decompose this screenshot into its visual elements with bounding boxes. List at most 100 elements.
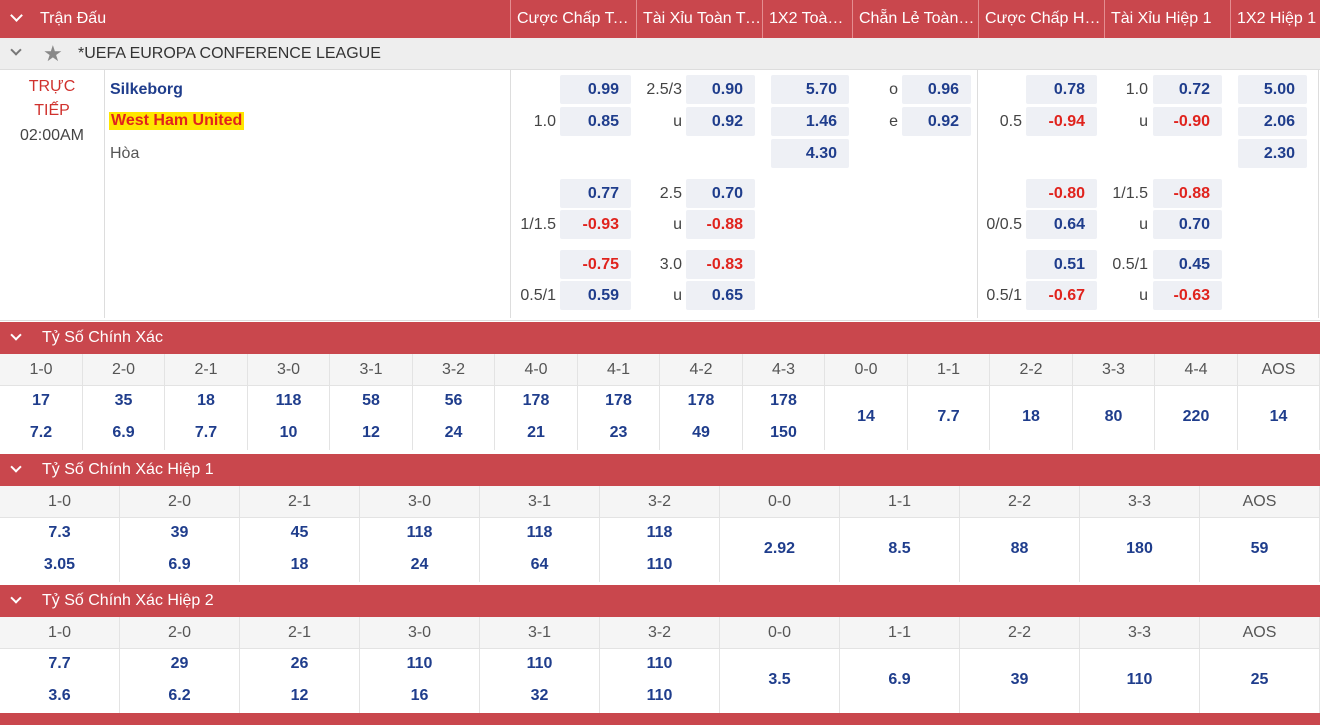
score-odds-cell[interactable]: 118 110: [600, 518, 720, 582]
score-odd[interactable]: 8.5: [888, 540, 911, 557]
score-odds-cell[interactable]: 7.3 3.05: [0, 518, 120, 582]
score-odd-home[interactable]: 110: [646, 655, 673, 672]
score-odd[interactable]: 59: [1250, 540, 1269, 557]
score-odd-home[interactable]: 118: [646, 524, 673, 541]
score-odd-home[interactable]: 58: [362, 392, 380, 409]
score-odd[interactable]: 25: [1250, 671, 1269, 688]
score-odd[interactable]: 14: [1269, 408, 1288, 425]
ou-odd-under[interactable]: -0.88: [686, 210, 755, 239]
ou-odd-under[interactable]: 0.65: [686, 281, 755, 310]
score-odd-home[interactable]: 178: [687, 392, 715, 409]
score-odd-home[interactable]: 178: [770, 392, 797, 409]
score-odd[interactable]: 3.5: [768, 671, 791, 688]
score-odds-cell[interactable]: 80: [1073, 386, 1155, 450]
h1-hdp-odd-away[interactable]: -0.67: [1026, 281, 1097, 310]
score-odd-home[interactable]: 110: [526, 655, 553, 672]
score-odds-cell[interactable]: 17 7.2: [0, 386, 83, 450]
h1-ou-odd-under[interactable]: 0.70: [1153, 210, 1222, 239]
score-odds-cell[interactable]: 29 6.2: [120, 649, 240, 713]
score-odds-cell[interactable]: 7.7 3.6: [0, 649, 120, 713]
chevron-down-icon[interactable]: [10, 44, 22, 56]
score-odds-cell[interactable]: 7.7: [908, 386, 990, 450]
score-odd-home[interactable]: 118: [275, 392, 302, 409]
h1-hdp-odd-home[interactable]: 0.78: [1026, 75, 1097, 104]
score-odds-cell[interactable]: 14: [825, 386, 908, 450]
score-odd-away[interactable]: 24: [410, 556, 429, 573]
score-odd[interactable]: 80: [1104, 408, 1123, 425]
score-odds-cell[interactable]: 118 64: [480, 518, 600, 582]
league-row[interactable]: ★ *UEFA EUROPA CONFERENCE LEAGUE: [0, 38, 1320, 70]
score-odds-cell[interactable]: 8.5: [840, 518, 960, 582]
header-col-h1-ou[interactable]: Tài Xỉu Hiệp 1: [1104, 0, 1230, 38]
score-odd[interactable]: 88: [1010, 540, 1029, 557]
hdp-odd-home[interactable]: 0.77: [560, 179, 631, 208]
score-odd-away[interactable]: 6.9: [112, 424, 135, 441]
ou-odd-over[interactable]: 0.70: [686, 179, 755, 208]
section-header[interactable]: Tỷ Số Chính Xác: [0, 322, 1320, 354]
score-odds-cell[interactable]: 58 12: [330, 386, 413, 450]
score-odd-home[interactable]: 118: [406, 524, 433, 541]
score-odd[interactable]: 2.92: [763, 540, 796, 557]
oe-odd-odd[interactable]: 0.96: [902, 75, 971, 104]
score-odds-cell[interactable]: 180: [1080, 518, 1200, 582]
h1-ou-odd-over[interactable]: -0.88: [1153, 179, 1222, 208]
ou-odd-over[interactable]: -0.83: [686, 250, 755, 279]
score-odds-cell[interactable]: 18 7.7: [165, 386, 248, 450]
score-odd[interactable]: 7.7: [937, 408, 960, 425]
score-odd-home[interactable]: 118: [526, 524, 553, 541]
score-odd-home[interactable]: 45: [290, 524, 309, 541]
score-odd[interactable]: 180: [1126, 540, 1153, 557]
oe-odd-even[interactable]: 0.92: [902, 107, 971, 136]
score-odd-home[interactable]: 7.3: [48, 524, 71, 541]
score-odds-cell[interactable]: 110 110: [600, 649, 720, 713]
score-odds-cell[interactable]: 178 49: [660, 386, 743, 450]
score-odds-cell[interactable]: 118 24: [360, 518, 480, 582]
score-odds-cell[interactable]: 110 16: [360, 649, 480, 713]
score-odd-home[interactable]: 110: [406, 655, 433, 672]
score-odds-cell[interactable]: 45 18: [240, 518, 360, 582]
h1-hdp-odd-away[interactable]: 0.64: [1026, 210, 1097, 239]
score-odds-cell[interactable]: 178 21: [495, 386, 578, 450]
score-odd-away[interactable]: 49: [692, 424, 710, 441]
score-odds-cell[interactable]: 178 23: [578, 386, 660, 450]
score-odd-away[interactable]: 110: [646, 556, 673, 573]
score-odd-home[interactable]: 178: [605, 392, 632, 409]
section-header[interactable]: Tỷ Số Chính Xác Hiệp 1: [0, 454, 1320, 486]
score-odds-cell[interactable]: 18: [990, 386, 1073, 450]
h1-x12-odd-home[interactable]: 5.00: [1238, 75, 1307, 104]
header-col-hdp[interactable]: Cược Chấp Toàn Trận: [510, 0, 636, 38]
score-odds-cell[interactable]: 56 24: [413, 386, 495, 450]
score-odd-away[interactable]: 7.7: [194, 424, 218, 441]
score-odd-away[interactable]: 12: [290, 687, 309, 704]
next-section-bar[interactable]: [0, 713, 1320, 725]
star-icon[interactable]: ★: [43, 41, 63, 66]
score-odd-away[interactable]: 3.6: [48, 687, 71, 704]
score-odd-away[interactable]: 18: [290, 556, 309, 573]
score-odds-cell[interactable]: 88: [960, 518, 1080, 582]
h1-x12-odd-away[interactable]: 2.06: [1238, 107, 1307, 136]
score-odd-away[interactable]: 23: [609, 424, 628, 441]
score-odd-home[interactable]: 178: [522, 392, 550, 409]
score-odds-cell[interactable]: 220: [1155, 386, 1238, 450]
x12-odd-away[interactable]: 1.46: [771, 107, 849, 136]
header-col-h1-hdp[interactable]: Cược Chấp Hiệp 1: [978, 0, 1104, 38]
score-odds-cell[interactable]: 39: [960, 649, 1080, 713]
score-odd[interactable]: 110: [1126, 671, 1153, 688]
score-odd-home[interactable]: 18: [197, 392, 215, 409]
score-odd-away[interactable]: 6.2: [168, 687, 191, 704]
score-odd-away[interactable]: 6.9: [168, 556, 191, 573]
home-team[interactable]: Silkeborg: [110, 81, 183, 98]
score-odds-cell[interactable]: 14: [1238, 386, 1320, 450]
ou-odd-over[interactable]: 0.90: [686, 75, 755, 104]
score-odds-cell[interactable]: 59: [1200, 518, 1320, 582]
score-odd-away[interactable]: 10: [279, 424, 298, 441]
h1-hdp-odd-home[interactable]: 0.51: [1026, 250, 1097, 279]
hdp-odd-away[interactable]: -0.93: [560, 210, 631, 239]
away-team[interactable]: West Ham United: [109, 112, 245, 130]
score-odds-cell[interactable]: 35 6.9: [83, 386, 165, 450]
header-col-oe[interactable]: Chẵn Lẻ Toàn Trận: [852, 0, 978, 38]
score-odds-cell[interactable]: 39 6.9: [120, 518, 240, 582]
score-odd-home[interactable]: 29: [170, 655, 189, 672]
chevron-down-icon[interactable]: [10, 9, 23, 22]
score-odd-away[interactable]: 12: [362, 424, 380, 441]
